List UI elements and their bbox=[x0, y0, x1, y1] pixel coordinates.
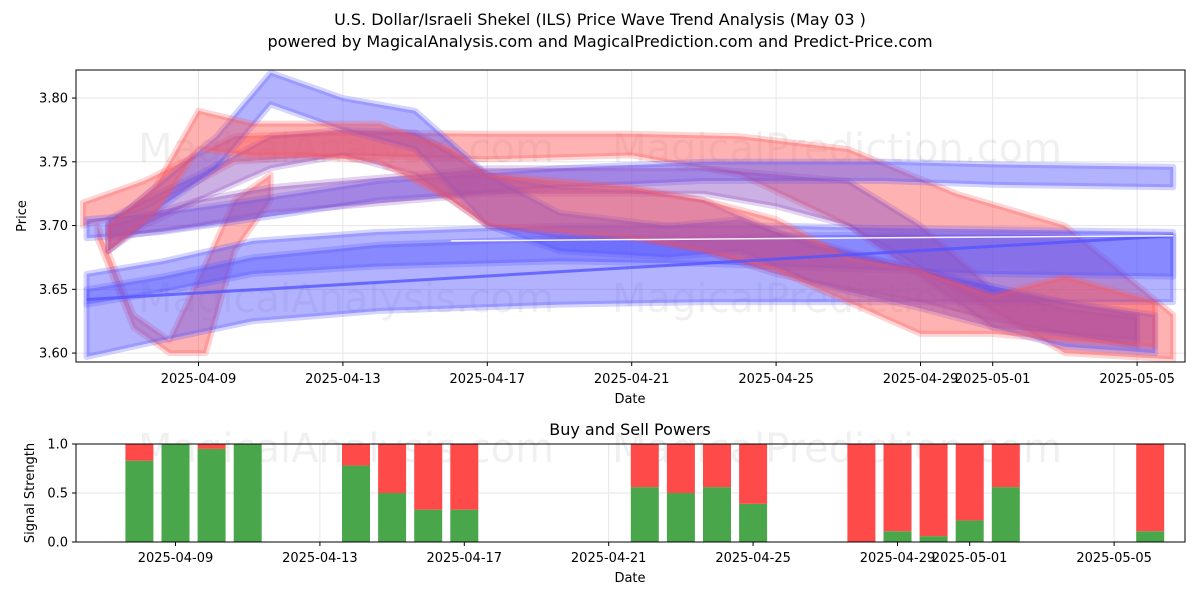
price-chart-ticks: 2025-04-09 2025-04-13 2025-04-17 2025-04-21… bbox=[39, 92, 1175, 387]
buy-bar bbox=[955, 520, 984, 542]
powers-bars bbox=[125, 444, 1165, 542]
wave-band-red-wave-short bbox=[105, 107, 1159, 350]
wave-band-blue-wave-peak bbox=[105, 70, 1159, 357]
price-x-tick-label: 2025-05-05 bbox=[1099, 372, 1175, 387]
price-chart-ylabel: Price bbox=[15, 200, 30, 232]
chart-title-line1: U.S. Dollar/Israeli Shekel (ILS) Price W… bbox=[334, 10, 866, 29]
blue-mean-line bbox=[86, 234, 1174, 302]
price-mean-lines bbox=[86, 234, 1174, 302]
buy-bar bbox=[414, 509, 443, 542]
sell-bar bbox=[955, 444, 984, 521]
buy-bar bbox=[883, 531, 912, 542]
buy-bar bbox=[666, 493, 695, 542]
wave-band-red-wave-long-upper bbox=[80, 129, 1177, 362]
sell-bar bbox=[630, 444, 659, 488]
buy-bar bbox=[378, 493, 407, 542]
powers-x-tick-label: 2025-04-21 bbox=[571, 551, 647, 566]
sell-bar bbox=[703, 444, 731, 488]
buy-bar bbox=[630, 487, 659, 542]
powers-x-tick-label: 2025-04-25 bbox=[715, 551, 791, 566]
price-x-tick-label: 2025-04-13 bbox=[305, 372, 381, 387]
powers-y-tick-label: 0.0 bbox=[47, 536, 68, 551]
sell-bar bbox=[847, 444, 876, 542]
wave-band-purple-wave-wide bbox=[105, 165, 1141, 344]
price-x-tick-label: 2025-04-21 bbox=[594, 372, 670, 387]
buy-bar bbox=[919, 536, 948, 542]
buy-bar bbox=[703, 487, 731, 542]
buy-bar bbox=[991, 487, 1020, 542]
buy-bar bbox=[125, 460, 154, 542]
price-y-tick-label: 3.80 bbox=[39, 92, 68, 107]
sell-bar bbox=[197, 444, 226, 449]
powers-chart-title: Buy and Sell Powers bbox=[549, 420, 711, 439]
powers-x-tick-label: 2025-04-09 bbox=[138, 551, 214, 566]
price-wave-bands bbox=[80, 70, 1177, 362]
buy-bar bbox=[197, 448, 226, 542]
sell-bar bbox=[883, 444, 912, 532]
wave-band-blue-wave-long-lower bbox=[83, 231, 1177, 360]
powers-chart-ylabel: Signal Strength bbox=[23, 443, 38, 543]
sell-bar bbox=[125, 444, 154, 461]
powers-chart-xlabel: Date bbox=[614, 571, 645, 586]
watermark-analysis-top: MagicalAnalysis.com bbox=[138, 126, 554, 172]
buy-bar bbox=[739, 503, 768, 542]
white-mean-line bbox=[451, 235, 1174, 242]
sell-bar bbox=[919, 444, 948, 537]
watermark-prediction-top: MagicalPrediction.com bbox=[612, 126, 1062, 172]
powers-y-tick-label: 0.5 bbox=[47, 487, 68, 502]
wave-band-blue-wave-mid bbox=[83, 222, 1177, 308]
powers-x-tick-label: 2025-05-01 bbox=[932, 551, 1008, 566]
powers-y-tick-label: 1.0 bbox=[47, 438, 68, 453]
powers-chart-ticks: 2025-04-09 2025-04-13 2025-04-17 2025-04-21… bbox=[47, 438, 1152, 567]
buy-bar bbox=[161, 444, 190, 542]
buy-bar bbox=[1136, 531, 1165, 542]
buy-bar bbox=[342, 465, 370, 542]
powers-x-tick-label: 2025-04-17 bbox=[427, 551, 503, 566]
price-y-tick-label: 3.65 bbox=[39, 283, 68, 298]
price-y-tick-label: 3.60 bbox=[39, 347, 68, 362]
chart-title-line2: powered by MagicalAnalysis.com and Magic… bbox=[267, 32, 933, 51]
sell-bar bbox=[342, 444, 370, 466]
wave-band-red-wave-deep-dip bbox=[94, 171, 274, 357]
powers-x-tick-label: 2025-04-13 bbox=[282, 551, 358, 566]
price-x-tick-label: 2025-04-29 bbox=[883, 372, 959, 387]
wave-band-purple-wave-main bbox=[105, 126, 1141, 350]
sell-bar bbox=[450, 444, 479, 510]
buy-bar bbox=[233, 444, 262, 542]
sell-bar bbox=[1136, 444, 1165, 532]
sell-bar bbox=[991, 444, 1020, 488]
wave-band-blue-wave-long-upper bbox=[83, 158, 1177, 242]
sell-bar bbox=[414, 444, 443, 510]
buy-bar bbox=[450, 509, 479, 542]
price-x-tick-label: 2025-04-25 bbox=[738, 372, 814, 387]
watermark-prediction-mid: MagicalPrediction.com bbox=[612, 276, 1062, 322]
powers-x-tick-label: 2025-04-29 bbox=[860, 551, 936, 566]
sell-bar bbox=[666, 444, 695, 493]
price-y-tick-label: 3.75 bbox=[39, 155, 68, 170]
sell-bar bbox=[378, 444, 407, 493]
sell-bar bbox=[739, 444, 768, 504]
price-y-tick-label: 3.70 bbox=[39, 219, 68, 234]
price-x-tick-label: 2025-04-17 bbox=[450, 372, 526, 387]
price-chart-frame bbox=[75, 69, 1186, 363]
powers-x-tick-label: 2025-05-05 bbox=[1076, 551, 1152, 566]
price-chart-xlabel: Date bbox=[614, 392, 645, 407]
price-x-tick-label: 2025-04-09 bbox=[161, 372, 237, 387]
price-x-tick-label: 2025-05-01 bbox=[955, 372, 1031, 387]
